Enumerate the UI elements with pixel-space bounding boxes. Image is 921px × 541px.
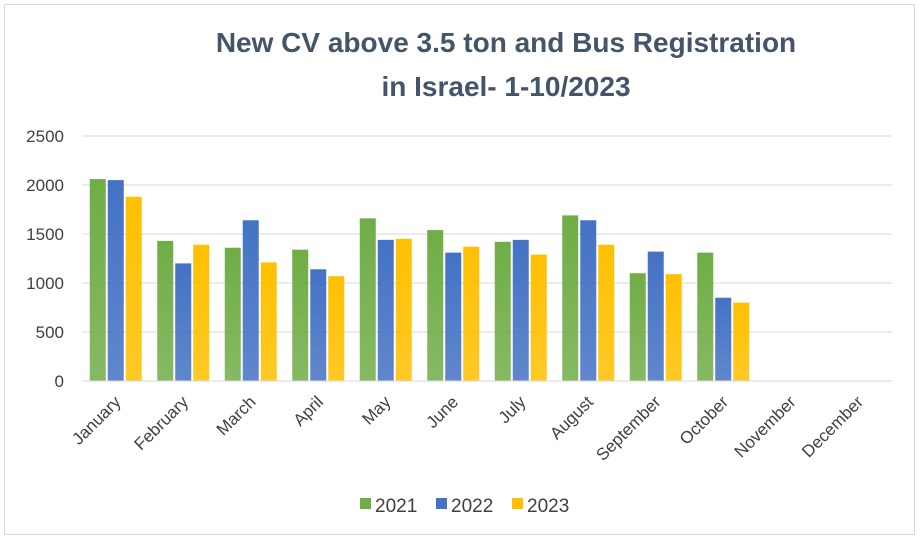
- x-tick-label: February: [131, 392, 193, 454]
- y-tick-label: 1000: [26, 274, 64, 293]
- bar-2022-january: [107, 180, 124, 381]
- y-tick-label: 0: [55, 372, 64, 391]
- x-tick-label: June: [423, 392, 463, 432]
- bar-2022-june: [445, 252, 462, 381]
- chart-title-line-1: New CV above 3.5 ton and Bus Registratio…: [216, 27, 796, 58]
- bar-2023-july: [530, 254, 547, 381]
- bar-2023-may: [395, 238, 412, 381]
- bar-2021-october: [697, 252, 714, 381]
- x-tick-label: January: [68, 392, 125, 449]
- x-tick-label: August: [546, 392, 597, 443]
- legend-label-2021: 2021: [375, 496, 417, 517]
- bar-2021-july: [494, 241, 511, 381]
- legend-swatch-2022: [436, 498, 447, 509]
- x-axis-ticks: January February March April May June July Augu…: [68, 392, 867, 465]
- legend: 2021 2022 2023: [360, 496, 569, 517]
- x-tick-label: March: [213, 392, 260, 439]
- x-tick-label: December: [798, 392, 867, 461]
- bar-2023-march: [260, 262, 277, 381]
- y-tick-label: 1500: [26, 225, 64, 244]
- legend-label-2023: 2023: [527, 496, 569, 517]
- legend-swatch-2023: [512, 498, 523, 509]
- bars: [82, 179, 892, 382]
- bar-2023-october: [733, 302, 750, 381]
- bar-2022-april: [310, 269, 327, 381]
- bar-2022-march: [242, 220, 259, 381]
- y-tick-label: 2000: [26, 176, 64, 195]
- bar-2023-february: [193, 244, 210, 381]
- bar-2022-may: [377, 239, 394, 381]
- x-tick-label: April: [290, 392, 327, 429]
- bar-2021-march: [224, 247, 241, 381]
- bar-2021-september: [629, 273, 646, 381]
- x-tick-label: May: [358, 392, 394, 428]
- bar-2022-february: [175, 263, 192, 381]
- bar-2021-april: [292, 249, 309, 381]
- x-tick-label: September: [592, 392, 664, 464]
- y-tick-label: 2500: [26, 127, 64, 146]
- y-tick-label: 500: [36, 323, 64, 342]
- bar-2022-august: [580, 220, 597, 381]
- chart-title-line-2: in Israel- 1-10/2023: [381, 71, 630, 102]
- bar-2023-april: [328, 276, 345, 381]
- bar-2023-september: [665, 274, 682, 381]
- legend-label-2022: 2022: [451, 496, 493, 517]
- bar-2022-july: [512, 239, 529, 381]
- bar-2021-february: [157, 240, 174, 381]
- bar-2023-june: [463, 246, 480, 381]
- bar-2023-august: [598, 244, 615, 381]
- bar-2021-may: [359, 218, 376, 381]
- y-axis-ticks: 0 500 1000 1500 2000 2500: [26, 127, 64, 391]
- bar-2021-june: [427, 230, 444, 381]
- bar-2021-august: [562, 215, 579, 381]
- bar-2021-january: [89, 179, 106, 381]
- bar-2022-october: [715, 297, 732, 381]
- x-tick-label: October: [676, 392, 732, 448]
- bar-2023-january: [125, 196, 142, 381]
- x-tick-label: July: [495, 392, 530, 427]
- x-tick-label: November: [731, 392, 800, 461]
- legend-swatch-2021: [360, 498, 371, 509]
- bar-2022-september: [647, 251, 664, 381]
- chart-title: New CV above 3.5 ton and Bus Registratio…: [216, 27, 796, 102]
